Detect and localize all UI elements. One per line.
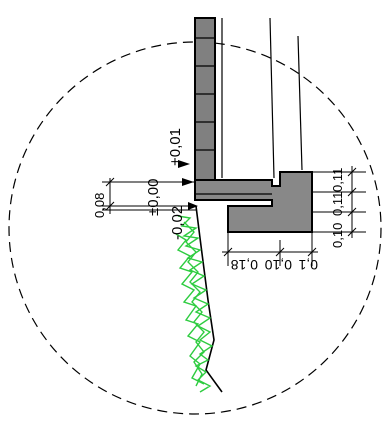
bottom-dimension-chain <box>222 232 318 266</box>
ground-line <box>195 205 223 393</box>
left-height-label: 0,08 <box>92 193 107 218</box>
level-zero-label: ±0,00 <box>145 179 162 216</box>
grass <box>175 215 214 393</box>
bottom-width-label-1: 0,18 <box>231 257 258 273</box>
frame-lines <box>221 17 303 179</box>
sill-profile <box>194 171 313 233</box>
right-height-label-2: 0,11 <box>330 192 345 216</box>
bottom-width-label-2: 0,10 <box>265 257 292 273</box>
level-arrows <box>178 160 198 210</box>
detail-circle <box>8 41 382 415</box>
right-height-label-1: 0,11 <box>330 168 345 192</box>
right-dimension-chain <box>312 166 366 238</box>
level-upper-label: +0,01 <box>167 128 184 166</box>
masonry-wall <box>194 17 216 181</box>
level-arrow-zero <box>182 178 194 186</box>
level-arrow-lower <box>188 202 198 210</box>
bottom-width-label-3: 0,1 <box>298 257 318 273</box>
right-height-label-3: 0,10 <box>330 223 345 248</box>
level-arrow-upper <box>178 160 190 168</box>
level-ticks <box>102 177 196 214</box>
level-lower-label: -0,02 <box>169 206 186 240</box>
